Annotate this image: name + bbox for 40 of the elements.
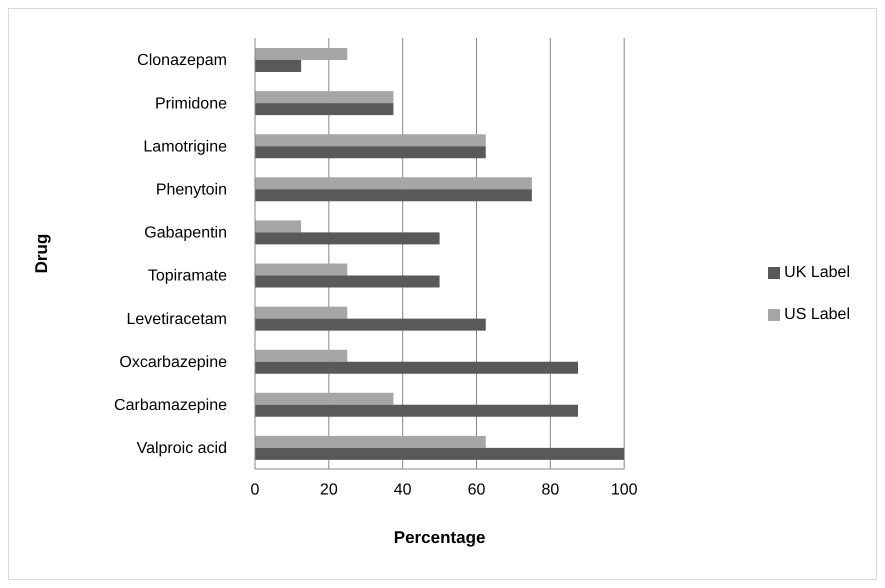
y-tick-label: Levetiracetam [126, 310, 227, 328]
bar [255, 177, 532, 190]
bar [255, 350, 348, 362]
legend-label: US Label [784, 306, 850, 323]
x-tick-label: 100 [610, 481, 638, 498]
bar [255, 362, 578, 374]
y-tick-label: Topiramate [148, 268, 228, 285]
bar [255, 189, 532, 202]
bar [255, 134, 486, 146]
bar [255, 306, 348, 319]
bar [255, 146, 486, 158]
bar [255, 103, 394, 116]
y-tick-label: Carbamazepine [114, 397, 228, 414]
bar [255, 91, 394, 104]
y-tick-label: Primidone [154, 95, 228, 112]
y-tick-label: Lamotrigine [143, 138, 228, 156]
bar [255, 60, 302, 72]
x-tick-label: 60 [468, 481, 486, 498]
bar [255, 48, 348, 60]
bar [255, 404, 578, 417]
bar [255, 392, 394, 405]
x-tick-label: 20 [320, 481, 338, 498]
bar [255, 232, 440, 244]
y-tick-label: Valproic acid [136, 440, 227, 458]
x-tick-label: 80 [541, 481, 560, 498]
bar [255, 448, 624, 460]
bar [255, 276, 440, 288]
y-tick-label: Clonazepam [137, 52, 227, 70]
y-tick-label: Oxcarbazepine [119, 354, 228, 371]
bar [255, 264, 348, 276]
x-tick-label: 40 [394, 481, 412, 498]
legend-label: UK Label [784, 264, 850, 281]
y-tick-label: Phenytoin [156, 182, 227, 199]
x-tick-label: 0 [250, 481, 260, 498]
bar [255, 436, 486, 448]
bar [255, 220, 302, 232]
y-tick-label: Gabapentin [144, 224, 227, 242]
x-axis-title: Percentage [394, 528, 486, 547]
y-axis-title: Drug [32, 234, 52, 274]
bar [255, 318, 486, 331]
